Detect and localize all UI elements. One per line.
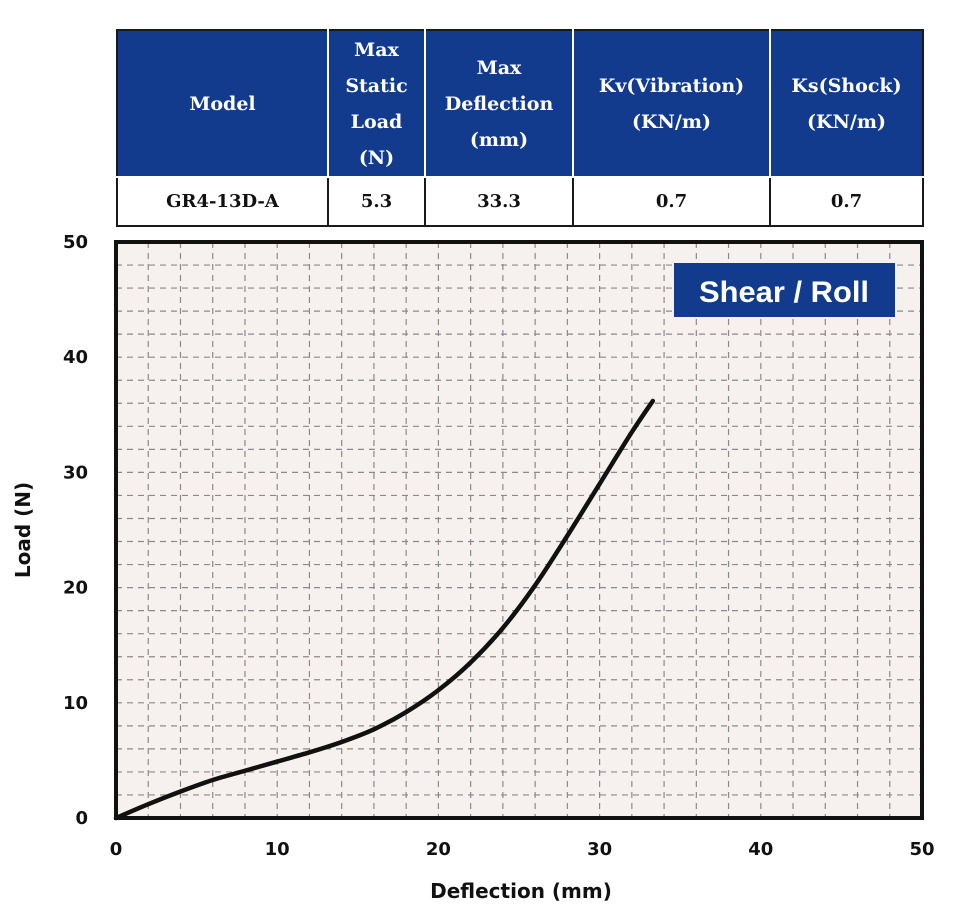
- y-tick-label: 10: [63, 693, 88, 714]
- header-ks-shock: Ks(Shock) (KN/m): [769, 29, 924, 178]
- header-max-static-load: Max Static Load (N): [327, 29, 426, 178]
- load-deflection-chart: 0 10 20 30 40 50 0 10 20 30 40 50 Shear / Roll Def…: [0, 230, 955, 912]
- y-tick-labels: 0 10 20 30 40 50: [63, 232, 88, 829]
- shear-roll-badge: [674, 263, 895, 317]
- x-tick-label: 30: [587, 839, 612, 860]
- cell-kv-vibration: 0.7: [572, 176, 771, 227]
- badge-label: Shear / Roll: [699, 276, 869, 309]
- x-tick-label: 0: [110, 839, 123, 860]
- x-tick-label: 10: [265, 839, 290, 860]
- spec-data-row: GR4-13D-A 5.3 33.3 0.7 0.7: [116, 176, 924, 227]
- x-tick-labels: 0 10 20 30 40 50: [110, 839, 935, 860]
- grid-lines: [116, 242, 922, 818]
- x-tick-label: 40: [748, 839, 773, 860]
- load-deflection-curve: [113, 398, 656, 821]
- plot-area: [116, 242, 922, 818]
- cell-model: GR4-13D-A: [116, 176, 329, 227]
- header-max-deflection: Max Deflection (mm): [424, 29, 574, 178]
- chart-svg: 0 10 20 30 40 50 0 10 20 30 40 50 Shear / Roll Def…: [11, 232, 935, 903]
- header-model: Model: [116, 29, 329, 178]
- x-axis-label: Deflection (mm): [430, 879, 612, 903]
- y-tick-label: 40: [63, 347, 88, 368]
- cell-max-deflection: 33.3: [424, 176, 574, 227]
- x-tick-label: 20: [426, 839, 451, 860]
- y-tick-label: 50: [63, 232, 88, 253]
- y-tick-label: 0: [75, 808, 88, 829]
- spec-table: Model Max Static Load (N) Max Deflection…: [116, 29, 924, 227]
- y-tick-label: 30: [63, 462, 88, 483]
- plot-frame: [114, 240, 924, 820]
- y-tick-label: 20: [63, 578, 88, 599]
- y-axis-label: Load (N): [11, 482, 35, 578]
- cell-max-static-load: 5.3: [327, 176, 426, 227]
- header-kv-vibration: Kv(Vibration) (KN/m): [572, 29, 771, 178]
- spec-header-row: Model Max Static Load (N) Max Deflection…: [116, 29, 924, 178]
- x-tick-label: 50: [909, 839, 934, 860]
- cell-ks-shock: 0.7: [769, 176, 924, 227]
